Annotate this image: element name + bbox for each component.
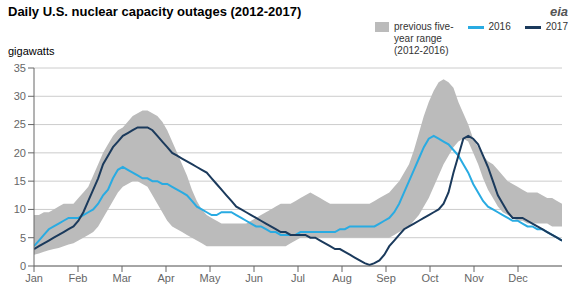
svg-text:25: 25	[14, 118, 26, 130]
html-text:2016: 2016	[488, 21, 511, 32]
svg-text:Apr: Apr	[157, 272, 174, 284]
svg-text:Jul: Jul	[291, 272, 305, 284]
html-text:gigawatts: gigawatts	[8, 45, 55, 57]
svg-text:Oct: Oct	[421, 272, 438, 284]
svg-text:10: 10	[14, 203, 26, 215]
html-text:eia: eia	[549, 4, 568, 19]
svg-text:15: 15	[14, 175, 26, 187]
svg-text:5: 5	[20, 232, 26, 244]
html-text:year range: year range	[394, 33, 442, 44]
svg-text:0: 0	[20, 260, 26, 272]
svg-text:20: 20	[14, 147, 26, 159]
html-text:(2012-2016): (2012-2016)	[394, 45, 449, 56]
svg-text:Feb: Feb	[69, 272, 88, 284]
svg-text:Jan: Jan	[25, 272, 43, 284]
svg-text:Sep: Sep	[376, 272, 396, 284]
svg-text:May: May	[200, 272, 221, 284]
html-text:previous five-: previous five-	[394, 21, 454, 32]
svg-text:Aug: Aug	[332, 272, 352, 284]
svg-text:Nov: Nov	[464, 272, 484, 284]
svg-text:Dec: Dec	[508, 272, 528, 284]
svg-text:Mar: Mar	[113, 272, 132, 284]
svg-text:Jun: Jun	[245, 272, 263, 284]
html-text:Daily U.S. nuclear capacity ou: Daily U.S. nuclear capacity outages (201…	[8, 4, 302, 19]
svg-text:30: 30	[14, 90, 26, 102]
svg-text:35: 35	[14, 62, 26, 74]
html-text:2017: 2017	[545, 21, 568, 32]
